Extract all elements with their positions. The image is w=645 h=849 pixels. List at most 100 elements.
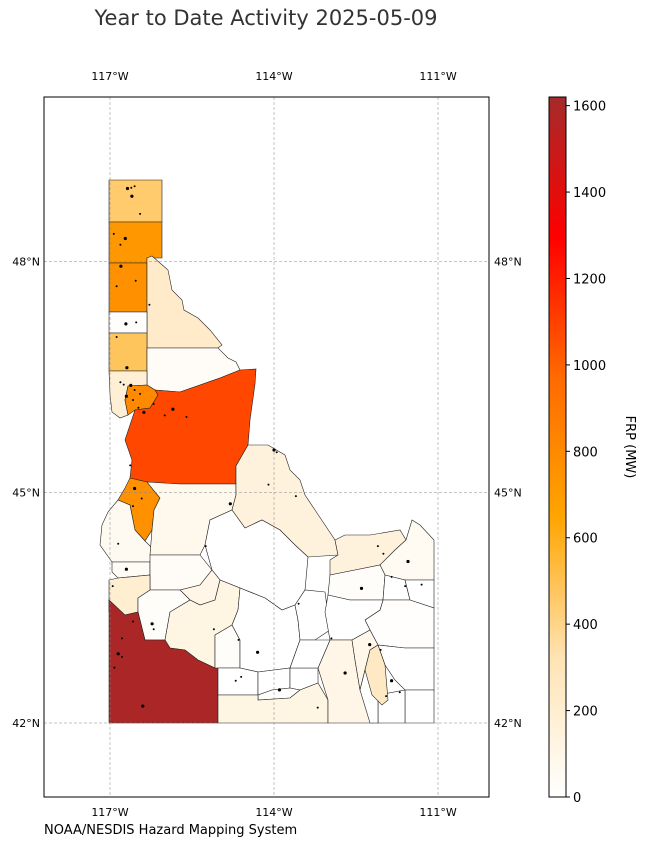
fire-point	[121, 637, 123, 640]
fire-point	[124, 394, 128, 398]
colorbar-ticks: 0 200 400 600 800 1000 1200 1400 1600	[566, 100, 606, 806]
county-layer	[99, 179, 435, 724]
lon-tick-label-top: 117°W	[91, 70, 128, 83]
fire-point	[272, 448, 276, 452]
fire-point	[125, 186, 130, 191]
fire-point	[116, 652, 120, 656]
colorbar-tick-label: 400	[573, 618, 598, 633]
county-benewah	[108, 311, 148, 334]
fire-point	[212, 628, 215, 631]
fire-point	[277, 688, 282, 692]
fire-point	[406, 559, 410, 564]
fire-point	[316, 706, 319, 709]
county-bear-lake	[404, 689, 435, 724]
fire-point	[420, 583, 423, 586]
fire-point	[137, 406, 140, 409]
colorbar-tick-label: 1200	[573, 272, 606, 287]
fire-point	[125, 366, 129, 370]
lon-tick-label-top: 111°W	[419, 70, 456, 83]
fire-point	[133, 389, 136, 391]
fire-point	[152, 402, 155, 405]
county-caribou-south	[364, 644, 389, 706]
colorbar-tick-label: 200	[573, 705, 598, 720]
map-title: Year to Date Activity 2025-05-09	[94, 6, 438, 30]
fire-point	[124, 567, 128, 571]
fire-point	[390, 575, 393, 578]
fire-point	[112, 232, 115, 235]
county-gooding	[217, 667, 259, 696]
fire-point	[240, 675, 243, 678]
fire-point	[376, 545, 379, 548]
fire-point	[297, 602, 300, 605]
fire-point	[132, 505, 134, 508]
colorbar-tick-label: 1600	[573, 100, 606, 115]
fire-point	[123, 236, 127, 241]
fire-point	[124, 322, 128, 326]
lon-tick-label-bottom: 114°W	[255, 806, 292, 819]
county-oneida	[359, 669, 379, 724]
fire-point	[390, 679, 394, 683]
fire-point	[256, 650, 260, 654]
fire-point	[122, 383, 125, 386]
fire-point	[234, 679, 237, 682]
fire-point	[228, 502, 232, 506]
fire-point	[330, 637, 333, 640]
fire-point	[141, 704, 145, 708]
fire-point	[130, 186, 133, 189]
fire-point	[134, 279, 137, 282]
fire-point	[117, 542, 120, 545]
county-bingham	[324, 594, 384, 641]
lat-tick-label-right: 48°N	[494, 256, 522, 269]
lat-tick-label-left: 45°N	[12, 486, 40, 499]
lon-tick-label-top: 114°W	[255, 70, 292, 83]
fire-point	[119, 264, 123, 268]
lat-tick-label-left: 42°N	[12, 717, 40, 730]
county-butte	[294, 589, 331, 641]
fire-point	[130, 194, 134, 198]
county-kootenai	[108, 262, 148, 313]
county-twin-falls	[217, 682, 329, 724]
lon-tick-label-bottom: 111°W	[419, 806, 456, 819]
fire-point	[133, 185, 136, 188]
fire-point	[204, 545, 207, 548]
fire-point	[129, 383, 133, 387]
map-panel	[43, 96, 490, 798]
fire-point	[133, 486, 137, 491]
map-frame	[43, 96, 490, 798]
county-power	[289, 639, 331, 669]
fire-point	[140, 497, 143, 500]
colorbar-gradient	[548, 96, 567, 798]
fire-point	[129, 464, 132, 467]
lat-tick-label-left: 48°N	[12, 256, 40, 269]
fire-point	[152, 628, 155, 631]
fire-point	[368, 643, 372, 647]
fire-point	[171, 407, 175, 411]
fire-point	[379, 648, 382, 651]
colorbar-label: FRP (MW)	[622, 416, 637, 479]
fire-point	[185, 415, 188, 418]
fire-point	[150, 622, 154, 626]
fire-point	[111, 585, 114, 588]
fire-point	[385, 695, 388, 698]
fire-points-layer	[111, 185, 423, 709]
fire-point	[139, 212, 142, 215]
lon-tick-label-bottom: 117°W	[91, 806, 128, 819]
county-latah	[108, 332, 148, 372]
lat-tick-label-right: 42°N	[494, 717, 522, 730]
fire-point	[404, 585, 407, 588]
map-tick-labels: 117°W 117°W 114°W 114°W 111°W 111°W 48°N 48°N 45…	[12, 70, 521, 819]
fire-point	[115, 285, 118, 288]
fire-point	[119, 243, 122, 246]
fire-point	[135, 321, 138, 324]
fire-point	[398, 691, 401, 694]
fire-point	[294, 495, 297, 498]
county-bonner	[108, 221, 163, 264]
fire-point	[343, 671, 347, 675]
fire-point	[267, 483, 270, 486]
colorbar-tick-label: 0	[573, 791, 581, 806]
fire-point	[275, 451, 278, 454]
colorbar-tick-label: 600	[573, 532, 598, 547]
fire-point	[119, 381, 122, 384]
fire-point	[382, 552, 385, 555]
colorbar-tick-label: 1000	[573, 359, 606, 374]
